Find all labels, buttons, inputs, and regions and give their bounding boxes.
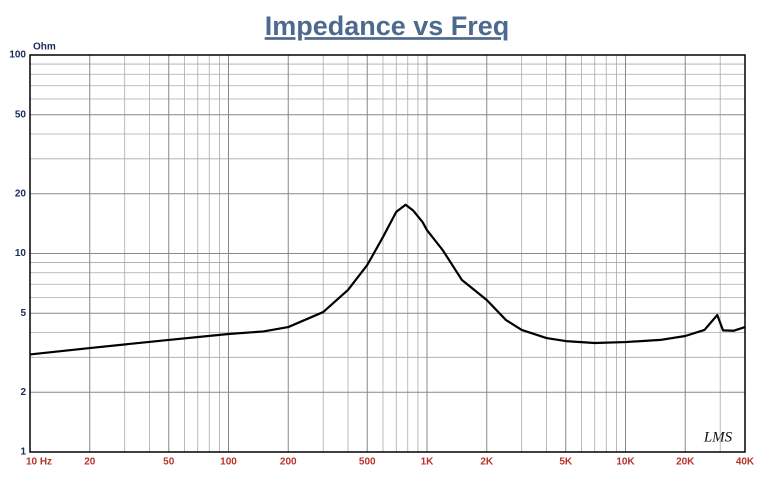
y-tick-label: 5 xyxy=(20,308,26,319)
x-tick-label: 40K xyxy=(736,457,755,468)
plot-frame xyxy=(29,54,746,453)
chart-title: Impedance vs Freq xyxy=(265,11,510,41)
x-tick-label: 10K xyxy=(616,457,635,468)
y-tick-label: 2 xyxy=(20,387,26,398)
logo: LMS xyxy=(703,429,733,445)
y-tick-label: 100 xyxy=(9,50,26,61)
y-tick-label: 50 xyxy=(15,109,27,120)
x-tick-label: 50 xyxy=(163,457,175,468)
x-tick-label: 5K xyxy=(559,457,573,468)
y-tick-label: 1 xyxy=(20,447,26,458)
y-axis-unit: Ohm xyxy=(33,42,56,53)
y-tick-label: 20 xyxy=(15,188,27,199)
x-tick-label: 20K xyxy=(676,457,695,468)
x-tick-label: 200 xyxy=(280,457,297,468)
y-tick-label: 10 xyxy=(15,248,27,259)
impedance-curve xyxy=(29,203,746,356)
x-tick-label: 1K xyxy=(421,457,435,468)
x-tick-label: 20 xyxy=(84,457,96,468)
x-tick-label: 500 xyxy=(359,457,376,468)
x-tick-label: 100 xyxy=(220,457,237,468)
x-tick-label: 2K xyxy=(480,457,494,468)
x-tick-label: 10 Hz xyxy=(26,457,52,468)
